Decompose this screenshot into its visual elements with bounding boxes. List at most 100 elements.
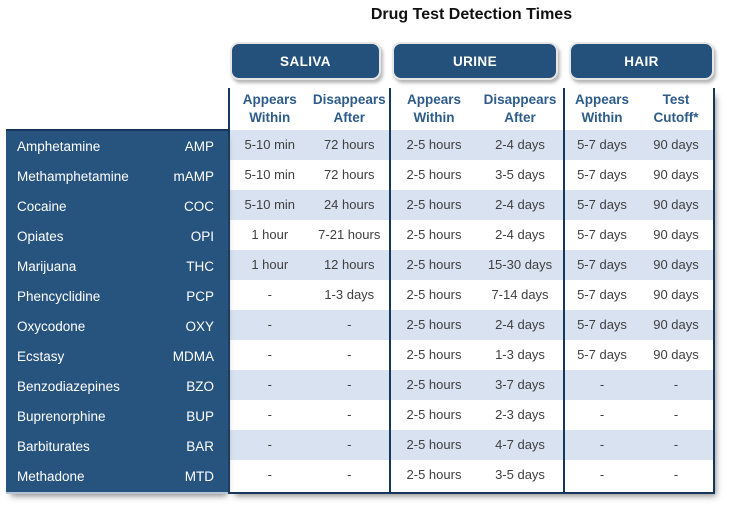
urine-appears-cell: 2-5 hours xyxy=(406,287,462,302)
table-row: 5-7 days 90 days xyxy=(565,280,713,310)
urine-disappears-cell: 7-14 days xyxy=(491,287,549,302)
table-data-area: Appears Within Disappears After 5-10 min… xyxy=(228,88,715,494)
saliva-group-header: SALIVA xyxy=(230,42,381,80)
hair-appears-cell: 5-7 days xyxy=(577,287,627,302)
table-row: 2-5 hours 2-4 days xyxy=(391,190,563,220)
drug-code-label: THC xyxy=(186,258,214,274)
table-row: 5-7 days 90 days xyxy=(565,160,713,190)
hair-cutoff-cell: 90 days xyxy=(653,197,699,212)
hair-cutoff-cell: 90 days xyxy=(653,137,699,152)
saliva-appears-cell: 5-10 min xyxy=(244,197,296,212)
drug-name-label: Benzodiazepines xyxy=(17,378,120,394)
hair-cutoff-cell: 90 days xyxy=(653,257,699,272)
hair-appears-cell: - xyxy=(599,467,605,482)
hair-appears-cell: 5-7 days xyxy=(577,167,627,182)
drug-name-label: Phencyclidine xyxy=(17,288,101,304)
hair-cutoff-cell: - xyxy=(673,437,679,452)
saliva-disappears-cell: 72 hours xyxy=(323,167,375,182)
urine-appears-cell: 2-5 hours xyxy=(406,467,462,482)
table-row: 2-5 hours 2-3 days xyxy=(391,400,563,430)
hair-column-group: Appears Within Test Cutoff* 5-7 days 90 d… xyxy=(563,88,715,494)
subheader-line1: Appears xyxy=(574,92,630,107)
subheader-line2: Within xyxy=(413,110,455,125)
saliva-appears-cell: - xyxy=(267,407,272,422)
drug-name-label: Cocaine xyxy=(17,198,67,214)
table-row: -- xyxy=(230,340,389,370)
subheader-line2: After xyxy=(333,110,365,125)
table-row: 2-5 hours 3-5 days xyxy=(391,160,563,190)
saliva-disappears-cell: - xyxy=(347,377,352,392)
saliva-disappears-cell: - xyxy=(347,467,352,482)
urine-disappears-cell: 2-3 days xyxy=(495,407,545,422)
hair-group-header: HAIR xyxy=(569,42,714,80)
subheader-line1: Appears xyxy=(406,92,462,107)
hair-appears-cell: - xyxy=(599,437,605,452)
subheader-line1: Disappears xyxy=(312,92,386,107)
subheader-line2: Cutoff* xyxy=(653,110,699,125)
table-row: 5-7 days 90 days xyxy=(565,310,713,340)
urine-disappears-cell: 2-4 days xyxy=(495,197,545,212)
table-row: -- xyxy=(230,460,389,490)
drug-code-label: COC xyxy=(184,198,214,214)
urine-appears-cell: 2-5 hours xyxy=(406,257,462,272)
saliva-disappears-cell: 12 hours xyxy=(323,257,375,272)
table-row: 2-5 hours 2-4 days xyxy=(391,310,563,340)
saliva-appears-cell: 1 hour xyxy=(251,257,289,272)
hair-cutoff-cell: - xyxy=(673,467,679,482)
hair-cutoff-cell: - xyxy=(673,407,679,422)
urine-disappears-cell: 2-4 days xyxy=(495,227,545,242)
hair-appears-cell: 5-7 days xyxy=(577,137,627,152)
urine-appears-cell: 2-5 hours xyxy=(406,377,462,392)
drug-row: Buprenorphine BUP xyxy=(6,401,228,431)
hair-appears-cell: - xyxy=(599,407,605,422)
drug-row: Oxycodone OXY xyxy=(6,311,228,341)
urine-subheader-row: Appears Within Disappears After xyxy=(391,88,563,130)
saliva-disappears-after-header: Disappears After xyxy=(310,91,390,127)
saliva-appears-cell: - xyxy=(267,437,272,452)
table-row: 2-5 hours 15-30 days xyxy=(391,250,563,280)
saliva-appears-cell: - xyxy=(267,317,272,332)
drug-name-label: Methamphetamine xyxy=(17,168,129,184)
urine-disappears-cell: 1-3 days xyxy=(495,347,545,362)
table-row: 5-10 min 72 hours xyxy=(230,130,389,160)
table-row: 5-7 days 90 days xyxy=(565,250,713,280)
saliva-appears-cell: - xyxy=(267,377,272,392)
table-row: 2-5 hours 4-7 days xyxy=(391,430,563,460)
table-row: 2-5 hours 3-7 days xyxy=(391,370,563,400)
drug-name-label: Opiates xyxy=(17,228,64,244)
subheader-line2: After xyxy=(504,110,536,125)
drug-code-label: BAR xyxy=(186,438,214,454)
table-row: 1 hour 12 hours xyxy=(230,250,389,280)
table-row: 2-5 hours 2-4 days xyxy=(391,220,563,250)
subheader-line1: Disappears xyxy=(483,92,557,107)
table-row: - 1-3 days xyxy=(230,280,389,310)
subheader-line1: Test xyxy=(662,92,690,107)
drug-code-label: PCP xyxy=(186,288,214,304)
saliva-disappears-cell: - xyxy=(347,347,352,362)
saliva-disappears-cell: - xyxy=(347,437,352,452)
saliva-appears-cell: - xyxy=(267,287,272,302)
drug-row: Marijuana THC xyxy=(6,251,228,281)
table-row: 2-5 hours 2-4 days xyxy=(391,130,563,160)
table-row: 5-7 days 90 days xyxy=(565,130,713,160)
table-row: -- xyxy=(230,430,389,460)
hair-cutoff-cell: 90 days xyxy=(653,227,699,242)
saliva-column-group: Appears Within Disappears After 5-10 min… xyxy=(228,88,389,494)
saliva-disappears-cell: - xyxy=(347,407,352,422)
drug-code-label: MDMA xyxy=(172,348,214,364)
drug-code-label: MTD xyxy=(184,468,214,484)
urine-disappears-cell: 3-7 days xyxy=(495,377,545,392)
urine-disappears-cell: 4-7 days xyxy=(495,437,545,452)
saliva-appears-cell: 1 hour xyxy=(251,227,289,242)
drug-name-label: Amphetamine xyxy=(17,138,101,154)
hair-appears-cell: 5-7 days xyxy=(577,347,627,362)
table-row: 2-5 hours 7-14 days xyxy=(391,280,563,310)
drug-name-panel: Amphetamine AMP Methamphetamine mAMP Cocaine… xyxy=(6,129,228,494)
drug-code-label: mAMP xyxy=(173,168,215,184)
urine-disappears-cell: 15-30 days xyxy=(487,257,553,272)
table-row: -- xyxy=(230,370,389,400)
hair-cutoff-cell: 90 days xyxy=(653,287,699,302)
table-row: 5-10 min 24 hours xyxy=(230,190,389,220)
table-row: -- xyxy=(565,460,713,490)
urine-appears-cell: 2-5 hours xyxy=(406,227,462,242)
